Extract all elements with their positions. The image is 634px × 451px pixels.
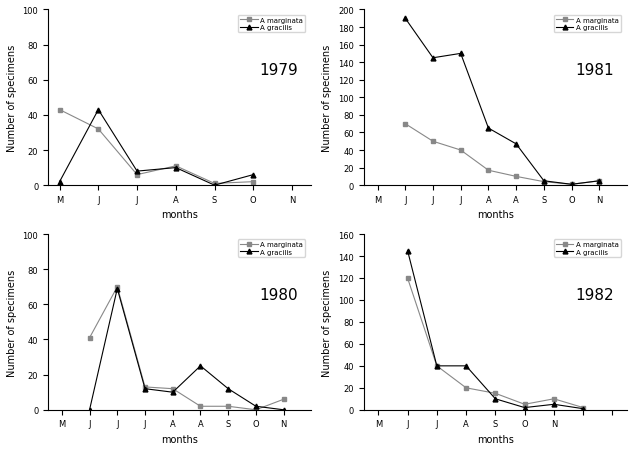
A marginata [491,391,499,396]
A gracilis [462,364,470,369]
A marginata [141,384,149,390]
A marginata [249,179,257,185]
A gracilis [595,179,603,184]
A marginata [429,139,437,145]
A gracilis [94,108,102,113]
X-axis label: months: months [161,210,198,220]
A gracilis [568,182,576,188]
Legend: A marginata, A gracilis: A marginata, A gracilis [553,240,621,257]
Line: A gracilis: A gracilis [57,108,256,188]
A gracilis [404,248,411,253]
A gracilis [512,142,520,147]
A gracilis [197,364,204,369]
A marginata [94,127,102,132]
A marginata [224,404,232,409]
Y-axis label: Number of specimens: Number of specimens [323,45,332,152]
X-axis label: months: months [477,210,514,220]
A marginata [550,396,558,402]
A marginata [197,404,204,409]
Line: A marginata: A marginata [57,108,256,186]
Text: 1979: 1979 [259,63,298,78]
Line: A marginata: A marginata [87,285,286,412]
A gracilis [280,407,287,413]
A marginata [401,122,409,127]
A marginata [484,168,492,174]
Legend: A marginata, A gracilis: A marginata, A gracilis [238,16,306,33]
A gracilis [491,396,499,402]
A gracilis [133,169,141,175]
A marginata [579,405,587,410]
Line: A gracilis: A gracilis [405,249,586,411]
Line: A marginata: A marginata [403,122,602,187]
A marginata [568,182,576,188]
A marginata [521,402,528,407]
A gracilis [429,56,437,61]
A marginata [462,385,470,391]
A gracilis [521,405,528,410]
A marginata [457,148,465,153]
A marginata [169,386,176,391]
A gracilis [56,179,63,185]
A gracilis [540,179,548,184]
A gracilis [457,51,465,57]
A gracilis [210,183,218,189]
A marginata [56,108,63,113]
Line: A marginata: A marginata [405,276,586,410]
Y-axis label: Number of specimens: Number of specimens [7,45,17,152]
A marginata [512,174,520,179]
A gracilis [433,364,441,369]
A gracilis [249,173,257,178]
A marginata [113,285,121,290]
A marginata [280,396,287,402]
A marginata [252,407,260,413]
A marginata [540,179,548,185]
Text: 1982: 1982 [575,287,614,302]
Y-axis label: Number of specimens: Number of specimens [7,269,17,376]
X-axis label: months: months [161,434,198,444]
A marginata [404,276,411,281]
Line: A gracilis: A gracilis [403,17,602,187]
A gracilis [252,404,260,409]
A marginata [86,335,93,341]
A gracilis [484,126,492,132]
A gracilis [169,390,176,395]
Legend: A marginata, A gracilis: A marginata, A gracilis [238,240,306,257]
A marginata [595,179,603,184]
A gracilis [113,286,121,292]
Text: 1980: 1980 [259,287,298,302]
Line: A gracilis: A gracilis [87,286,286,412]
A gracilis [172,166,179,171]
A marginata [172,164,179,169]
A gracilis [86,407,93,413]
A marginata [210,181,218,187]
A gracilis [141,386,149,391]
A gracilis [224,386,232,391]
A gracilis [550,402,558,407]
Legend: A marginata, A gracilis: A marginata, A gracilis [553,16,621,33]
A marginata [433,364,441,369]
X-axis label: months: months [477,434,514,444]
Text: 1981: 1981 [575,63,614,78]
A gracilis [401,17,409,22]
A gracilis [579,406,587,411]
Y-axis label: Number of specimens: Number of specimens [323,269,332,376]
A marginata [133,173,141,178]
